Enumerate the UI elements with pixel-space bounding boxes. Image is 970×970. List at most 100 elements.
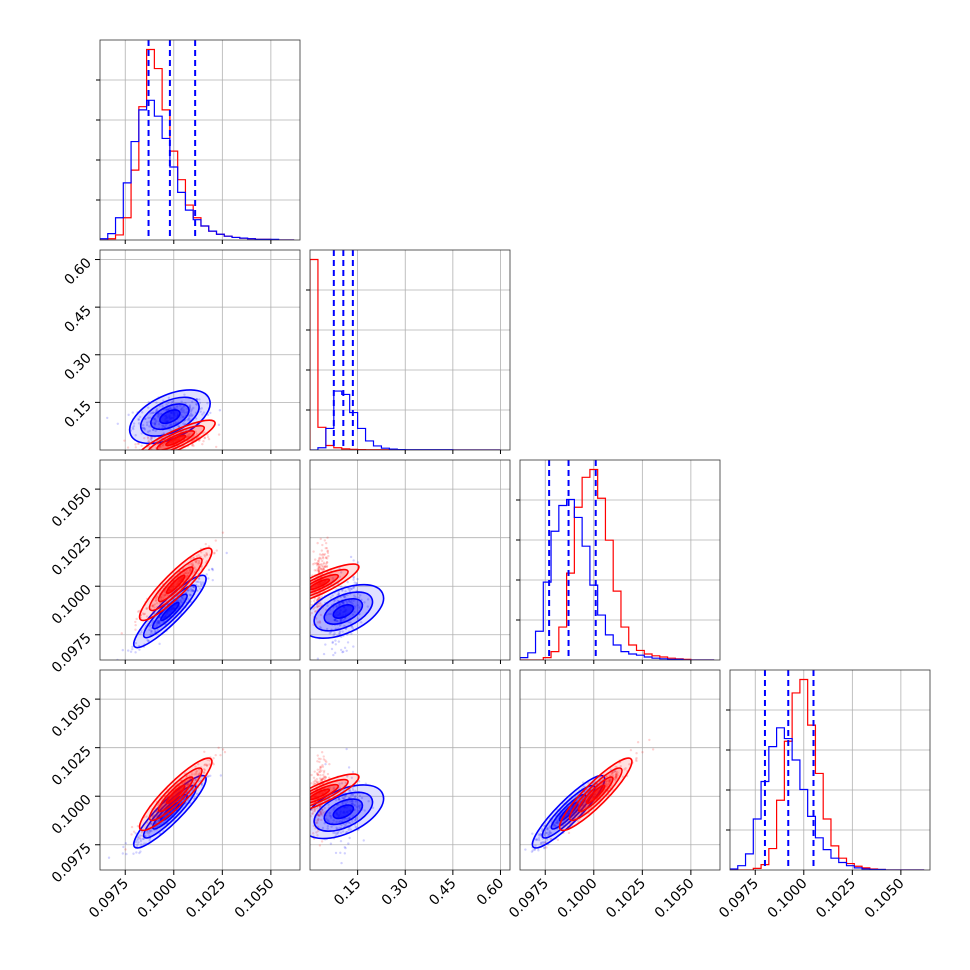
scatter-point — [194, 560, 198, 563]
scatter-point — [138, 836, 141, 840]
scatter-point — [356, 604, 359, 607]
scatter-point — [619, 765, 622, 768]
scatter-point — [319, 567, 323, 570]
scatter-point — [195, 559, 199, 562]
scatter-point — [193, 773, 196, 776]
scatter-point — [195, 555, 198, 558]
panel-background — [100, 670, 300, 870]
scatter-point — [324, 776, 327, 779]
scatter-point — [161, 444, 165, 447]
scatter-point — [127, 413, 130, 417]
scatter-point — [138, 632, 141, 636]
x-tick-label: 0.1025 — [813, 876, 859, 922]
scatter-point — [348, 589, 352, 592]
scatter-point — [203, 437, 206, 440]
scatter-point — [315, 772, 319, 775]
scatter-point — [317, 562, 320, 566]
scatter-point — [132, 422, 136, 425]
scatter-point — [164, 423, 168, 427]
scatter-point — [203, 763, 207, 766]
scatter-point — [194, 568, 198, 571]
scatter-point — [316, 541, 319, 545]
scatter-point — [351, 786, 354, 789]
scatter-point — [188, 433, 191, 436]
scatter-point — [315, 562, 318, 565]
scatter-point — [154, 429, 157, 433]
scatter-point — [316, 598, 319, 601]
scatter-point — [160, 595, 164, 599]
scatter-point — [333, 618, 337, 622]
y-tick-label: 0.1050 — [49, 485, 95, 531]
scatter-point — [197, 439, 201, 442]
scatter-point — [613, 777, 616, 781]
scatter-point — [140, 432, 143, 435]
density-series — [310, 773, 360, 816]
scatter-point — [211, 578, 214, 582]
scatter-point — [132, 852, 135, 855]
scatter-point — [549, 837, 552, 841]
scatter-point — [168, 406, 172, 410]
scatter-point — [318, 844, 322, 847]
scatter-point — [333, 632, 336, 635]
scatter-point — [322, 562, 325, 566]
scatter-point — [188, 416, 191, 420]
scatter-point — [338, 632, 341, 636]
scatter-point — [318, 780, 321, 783]
scatter-point — [320, 840, 324, 843]
y-tick-label: 0.45 — [61, 303, 94, 336]
scatter-point — [310, 782, 313, 785]
scatter-point — [340, 571, 343, 574]
panel-frame — [99, 249, 301, 451]
scatter-point — [542, 841, 545, 844]
scatter-point — [322, 771, 326, 774]
scatter-point — [189, 593, 192, 597]
scatter-point — [182, 408, 185, 412]
scatter-point — [312, 807, 316, 811]
scatter-point — [317, 563, 320, 566]
scatter-point — [312, 780, 315, 784]
x-tick-label: 0.1025 — [603, 876, 649, 922]
scatter-point — [321, 808, 324, 812]
scatter-point — [607, 779, 611, 782]
scatter-point — [134, 651, 137, 654]
density-contour — [165, 434, 187, 447]
scatter-point — [209, 774, 212, 777]
scatter-point — [534, 838, 537, 841]
scatter-point — [329, 842, 333, 845]
scatter-point — [316, 567, 320, 570]
scatter-point — [326, 551, 330, 555]
scatter-point — [326, 825, 330, 828]
scatter-point — [516, 864, 518, 866]
scatter-point — [333, 618, 337, 622]
scatter-point — [148, 831, 151, 834]
scatter-point — [138, 851, 141, 855]
scatter-point — [556, 819, 560, 823]
scatter-point — [316, 768, 319, 771]
scatter-point — [134, 452, 136, 454]
scatter-point — [197, 585, 200, 588]
scatter-point — [140, 831, 144, 834]
scatter-point — [147, 440, 150, 443]
scatter-point — [204, 542, 207, 546]
x-tick-label: 0.1000 — [765, 876, 811, 922]
scatter-point — [323, 565, 327, 568]
scatter-point — [167, 396, 171, 399]
scatter-point — [323, 822, 326, 825]
scatter-point — [192, 556, 195, 560]
scatter-point — [202, 770, 206, 774]
scatter-point — [322, 755, 325, 758]
y-tick-label: 0.0975 — [49, 630, 95, 676]
scatter-point — [352, 599, 355, 603]
scatter-point — [331, 594, 334, 597]
scatter-point — [316, 834, 319, 837]
scatter-point — [339, 618, 342, 622]
scatter-point — [329, 814, 333, 818]
scatter-point — [319, 613, 323, 617]
scatter-point — [320, 818, 323, 822]
scatter-point — [143, 436, 146, 440]
scatter-point — [188, 593, 191, 596]
scatter-point — [186, 784, 189, 787]
scatter-point — [189, 587, 193, 591]
scatter-point — [124, 848, 127, 851]
scatter-point — [334, 619, 337, 622]
